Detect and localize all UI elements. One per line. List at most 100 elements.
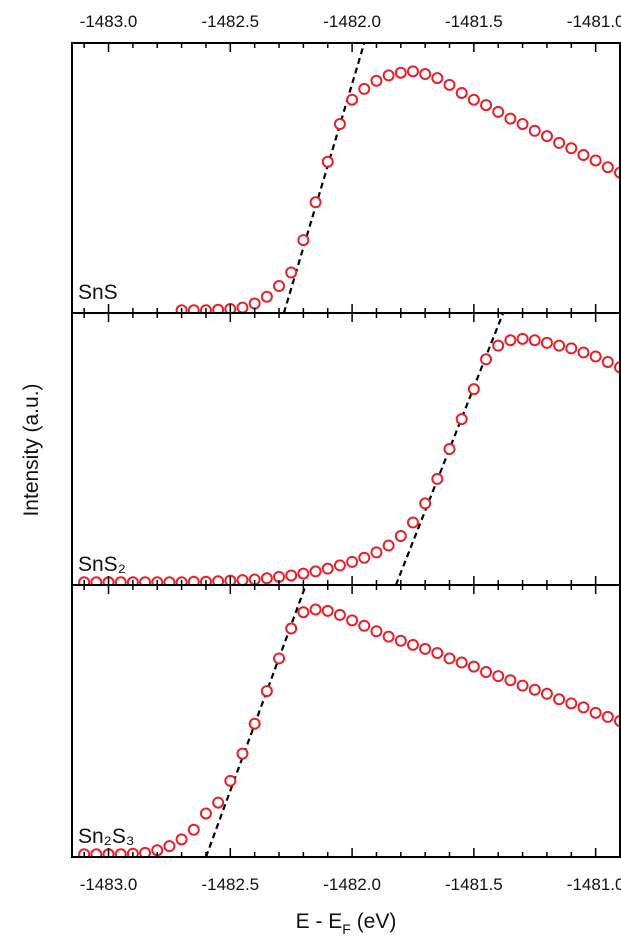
- data-point: [565, 142, 578, 155]
- data-point: [212, 796, 225, 809]
- data-point: [163, 840, 176, 853]
- panel-frame: [71, 584, 621, 858]
- data-point: [406, 638, 419, 651]
- data-point: [285, 266, 298, 279]
- data-point: [297, 606, 310, 619]
- data-point: [455, 656, 468, 669]
- data-point: [382, 630, 395, 643]
- data-point: [601, 710, 614, 723]
- data-point: [285, 622, 298, 635]
- panel: [175, 43, 620, 313]
- data-point: [370, 74, 383, 87]
- data-point: [504, 334, 517, 347]
- data-point: [565, 697, 578, 710]
- data-point: [455, 413, 468, 426]
- data-point: [90, 576, 103, 585]
- data-point: [492, 105, 505, 118]
- x-tick-label: -1482.5: [201, 875, 259, 894]
- data-point: [285, 569, 298, 582]
- data-point: [516, 332, 529, 345]
- x-tick-label: -1483.0: [80, 875, 138, 894]
- data-point: [260, 290, 273, 303]
- data-point: [260, 572, 273, 585]
- data-point: [114, 848, 127, 857]
- data-point: [480, 666, 493, 679]
- data-point: [273, 652, 286, 665]
- data-point: [212, 303, 225, 313]
- data-point: [528, 124, 541, 137]
- data-point: [480, 99, 493, 112]
- data-point: [139, 846, 152, 857]
- x-tick-label: -1482.5: [201, 12, 259, 31]
- data-point: [406, 65, 419, 78]
- data-point: [528, 334, 541, 347]
- data-point: [114, 576, 127, 585]
- data-point: [431, 472, 444, 485]
- data-point: [540, 336, 553, 349]
- y-axis-title: Intensity (a.u.): [20, 383, 43, 516]
- data-point: [236, 574, 249, 585]
- data-point: [358, 82, 371, 95]
- panel-label: SnS: [78, 281, 118, 304]
- x-axis-title-text: E - E: [296, 910, 343, 933]
- data-point: [260, 685, 273, 698]
- data-point: [467, 660, 480, 673]
- x-axis-title: E - EF (eV): [296, 910, 397, 937]
- data-point: [419, 642, 432, 655]
- data-point: [236, 747, 249, 760]
- data-point: [394, 634, 407, 647]
- x-tick-label: -1482.0: [323, 12, 381, 31]
- data-point: [406, 516, 419, 529]
- data-point: [199, 807, 212, 820]
- data-point: [553, 339, 566, 352]
- x-tick-label: -1481.0: [567, 875, 621, 894]
- data-point: [382, 539, 395, 552]
- data-point: [443, 78, 456, 91]
- data-point: [492, 670, 505, 683]
- data-point: [577, 149, 590, 162]
- panel: [78, 585, 620, 857]
- x-tick-label: -1481.5: [445, 12, 503, 31]
- data-point: [139, 576, 152, 585]
- data-point: [248, 297, 261, 310]
- data-point: [443, 443, 456, 455]
- data-point: [504, 674, 517, 687]
- data-point: [236, 301, 249, 313]
- data-point: [614, 715, 620, 727]
- data-point: [516, 679, 529, 692]
- data-point: [431, 72, 444, 85]
- data-point: [528, 683, 541, 696]
- data-point: [321, 155, 334, 168]
- data-point: [358, 619, 371, 632]
- data-point: [297, 567, 310, 580]
- data-point: [467, 93, 480, 106]
- panel: [78, 313, 620, 585]
- x-tick-label: -1481.0: [567, 12, 621, 31]
- panel-frame: [71, 312, 621, 586]
- data-point: [419, 497, 432, 510]
- data-point: [333, 608, 346, 621]
- x-tick-label: -1482.0: [323, 875, 381, 894]
- data-point: [346, 614, 359, 627]
- x-axis-title-subscript: F: [342, 921, 351, 937]
- x-tick-label: -1481.5: [445, 875, 503, 894]
- x-axis-title-suffix: (eV): [351, 910, 397, 933]
- data-point: [455, 86, 468, 99]
- data-point: [224, 774, 237, 787]
- data-point: [187, 575, 200, 585]
- panel-label: SnS₂: [78, 553, 126, 576]
- panel-label: Sn₂S₃: [78, 825, 134, 848]
- data-point: [553, 693, 566, 706]
- panel-frame: [71, 42, 621, 314]
- data-point: [504, 112, 517, 125]
- data-point: [394, 66, 407, 79]
- data-point: [480, 353, 493, 366]
- data-point: [589, 706, 602, 719]
- data-point: [175, 833, 188, 846]
- data-point: [90, 848, 103, 857]
- data-point: [540, 687, 553, 700]
- data-point: [333, 559, 346, 572]
- data-point: [248, 717, 261, 730]
